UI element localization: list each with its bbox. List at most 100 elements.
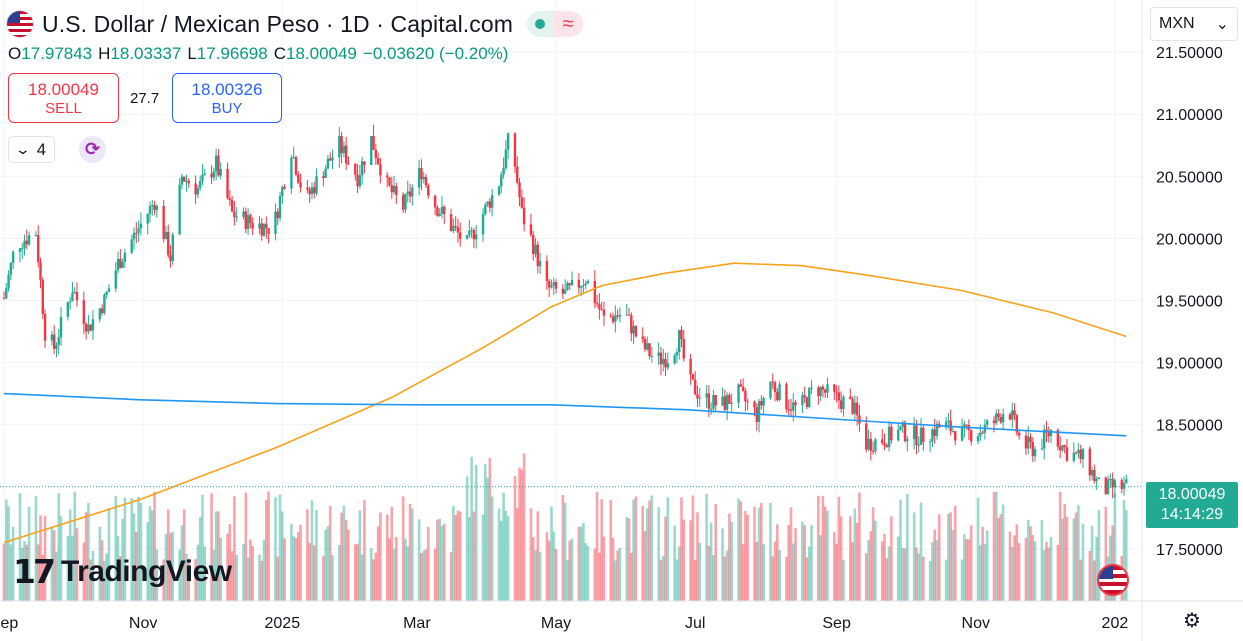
candle-body	[709, 408, 713, 410]
sync-icon[interactable]: ⟳	[79, 136, 106, 163]
volume-bar	[87, 502, 90, 601]
market-status[interactable]: ≈	[527, 11, 584, 37]
candle-body	[484, 204, 487, 215]
volume-bar	[1125, 510, 1128, 601]
volume-bar	[123, 497, 127, 601]
candle-body	[728, 395, 731, 404]
low-label: L	[187, 44, 197, 63]
candle-body	[837, 392, 841, 401]
candle-body	[787, 409, 790, 411]
volume-bar	[1122, 500, 1126, 601]
candle-body	[201, 174, 204, 182]
candle-body	[771, 381, 774, 383]
candle-body	[586, 280, 590, 284]
time-tick-label: 202	[1102, 615, 1129, 632]
volume-bar	[68, 509, 72, 601]
volume-bar	[203, 546, 207, 601]
candle-body	[294, 157, 298, 175]
volume-bar	[57, 493, 61, 601]
volume-bar	[23, 541, 26, 601]
currency-selector[interactable]: MXN ⌄	[1150, 7, 1238, 41]
volume-bar	[20, 547, 24, 601]
volume-bar	[723, 556, 727, 601]
volume-bar	[1111, 525, 1114, 601]
volume-bar	[552, 531, 556, 601]
candle-body	[778, 384, 781, 401]
candle-body	[522, 207, 526, 225]
candle-body	[34, 235, 38, 237]
candle-body	[52, 334, 56, 349]
candle-body	[678, 330, 681, 353]
volume-bar	[967, 539, 971, 601]
candle-body	[853, 402, 857, 414]
volume-bar	[969, 525, 973, 601]
tradingview-logo[interactable]: 17 TradingView	[13, 552, 232, 591]
candle-body	[643, 338, 647, 350]
volume-bar	[762, 544, 765, 601]
indicators-toggle[interactable]: ⌄ 4	[8, 136, 55, 163]
candle-body	[123, 252, 127, 262]
volume-bar	[997, 517, 1000, 601]
volume-bar	[848, 516, 852, 601]
candle-body	[228, 198, 232, 201]
volume-bar	[584, 543, 587, 601]
volume-bar	[661, 555, 665, 601]
volume-bar	[944, 559, 948, 601]
candle-body	[890, 426, 893, 441]
candle-body	[725, 395, 729, 410]
volume-bar	[210, 493, 213, 601]
candle-body	[865, 423, 868, 450]
candle-body	[917, 444, 920, 446]
volume-bar	[290, 523, 293, 601]
candle-body	[89, 324, 92, 331]
volume-bar	[116, 535, 120, 601]
volume-bar	[235, 554, 238, 601]
volume-bar	[470, 456, 473, 601]
candle-body	[1079, 449, 1082, 460]
volume-bar	[810, 524, 813, 601]
candle-body	[965, 424, 968, 426]
volume-bar	[328, 505, 332, 601]
volume-bar	[773, 541, 777, 601]
candle-body	[91, 319, 95, 331]
volume-bar	[433, 548, 437, 601]
volume-bar	[135, 531, 138, 601]
candle-body	[103, 294, 106, 314]
volume-bar	[931, 542, 934, 601]
candle-body	[75, 292, 79, 301]
candle-body	[648, 343, 651, 357]
volume-bar	[760, 502, 763, 601]
candle-body	[164, 231, 168, 240]
buy-button[interactable]: 18.00326 BUY	[172, 73, 282, 123]
sell-label: SELL	[45, 99, 82, 117]
volume-bar	[999, 514, 1003, 601]
volume-bar	[534, 550, 537, 601]
candle-body	[274, 211, 277, 234]
candle-body	[342, 145, 346, 154]
candle-body	[817, 387, 820, 396]
candle-body	[1008, 414, 1012, 420]
volume-bar	[260, 560, 264, 601]
wave-icon: ≈	[553, 11, 584, 37]
symbol-title[interactable]: U.S. Dollar / Mexican Peso · 1D · Capita…	[42, 10, 514, 37]
volume-bar	[283, 538, 286, 601]
settings-icon[interactable]: ⚙	[1183, 610, 1201, 632]
volume-bar	[155, 549, 159, 601]
volume-bar	[11, 526, 15, 601]
candle-body	[928, 441, 932, 443]
volume-bar	[992, 491, 996, 601]
volume-bar	[75, 528, 79, 601]
candle-body	[675, 352, 679, 356]
volume-bar	[59, 516, 63, 601]
volume-bar	[538, 551, 542, 601]
candle-body	[593, 280, 597, 304]
candle-body	[169, 255, 172, 261]
economic-event-flag-icon[interactable]	[1097, 564, 1129, 596]
volume-bar	[226, 533, 229, 601]
volume-bar	[251, 545, 254, 601]
candle-body	[634, 325, 638, 337]
sell-button[interactable]: 18.00049 SELL	[8, 73, 119, 123]
volume-bar	[600, 499, 603, 601]
volume-bar	[34, 496, 38, 601]
